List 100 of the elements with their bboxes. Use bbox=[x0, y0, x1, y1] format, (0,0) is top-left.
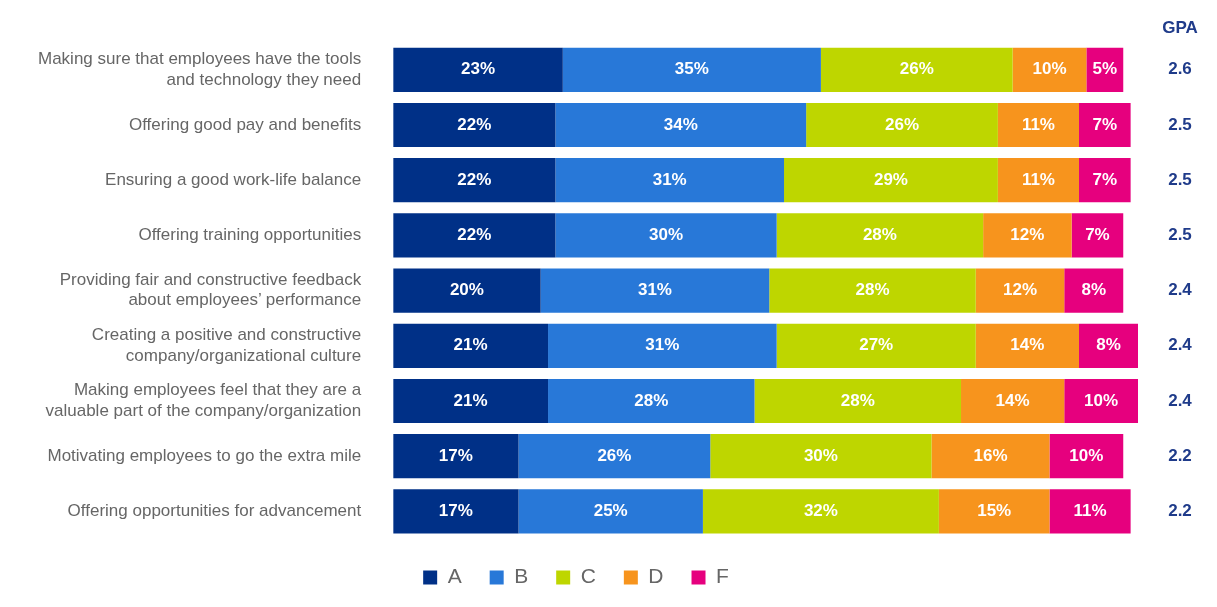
data-label: 15% bbox=[977, 501, 1012, 521]
bar bbox=[776, 323, 976, 368]
bar bbox=[393, 213, 556, 258]
y-tick-label: Ensuring a good work-life balance bbox=[105, 169, 362, 189]
text: 2.5 bbox=[1168, 225, 1192, 245]
data-label: 8% bbox=[1096, 335, 1121, 355]
data-label: 10% bbox=[1069, 445, 1104, 465]
data-label: 12% bbox=[1002, 280, 1038, 300]
data-label: 11% bbox=[1021, 169, 1055, 189]
data-label: 5% bbox=[1092, 59, 1118, 79]
bar bbox=[393, 434, 519, 479]
bar bbox=[555, 158, 785, 203]
legend-label: F bbox=[716, 564, 729, 588]
text: 2.4 bbox=[1168, 335, 1193, 355]
bar bbox=[784, 158, 998, 203]
data-label: 31% bbox=[637, 280, 672, 300]
data-label: 7% bbox=[1092, 114, 1118, 134]
bar bbox=[769, 268, 976, 313]
bar bbox=[975, 323, 1080, 368]
bar bbox=[1049, 489, 1131, 534]
bar bbox=[1049, 434, 1124, 479]
legend-label: D bbox=[648, 564, 664, 588]
data-label: 20% bbox=[449, 280, 484, 300]
bar bbox=[393, 323, 549, 368]
y-tick-label: Making employees feel that they are a valuable part of the company/organization bbox=[45, 380, 362, 420]
legend-label: C bbox=[580, 564, 596, 588]
data-label: 16% bbox=[973, 445, 1008, 465]
text: 2.2 bbox=[1168, 445, 1192, 465]
data-label: 22% bbox=[457, 114, 492, 134]
text: 2.4 bbox=[1168, 280, 1193, 300]
y-tick-label: Creating a positive and constructive company/organizational culture bbox=[91, 325, 362, 365]
y-tick-label: Offering training opportunities bbox=[138, 225, 362, 245]
bar bbox=[961, 378, 1065, 424]
data-label: 28% bbox=[862, 225, 897, 245]
data-label: 17% bbox=[438, 445, 473, 465]
bar bbox=[975, 268, 1065, 313]
bar bbox=[710, 434, 932, 479]
legend-label: A bbox=[447, 564, 462, 588]
bar bbox=[1064, 268, 1124, 313]
data-label: 21% bbox=[453, 390, 488, 410]
bar bbox=[1079, 158, 1131, 203]
data-label: 12% bbox=[1010, 225, 1045, 245]
bar bbox=[820, 47, 1013, 92]
data-label: 14% bbox=[995, 390, 1030, 410]
text: GPA bbox=[1162, 17, 1198, 37]
text: 2.6 bbox=[1168, 59, 1192, 79]
data-label: 30% bbox=[649, 225, 684, 245]
bar bbox=[997, 102, 1080, 148]
data-label: 22% bbox=[457, 225, 492, 245]
data-label: 26% bbox=[885, 114, 920, 134]
y-tick-label: Offering opportunities for advancement bbox=[67, 501, 362, 521]
bar bbox=[393, 158, 556, 203]
data-label: 7% bbox=[1085, 225, 1110, 245]
legend-label: B bbox=[514, 564, 529, 588]
data-label: 22% bbox=[457, 169, 492, 189]
data-label: 8% bbox=[1081, 280, 1107, 300]
data-label: 26% bbox=[597, 445, 632, 465]
data-label: 28% bbox=[855, 280, 890, 300]
data-label: 27% bbox=[859, 335, 894, 355]
data-label: 10% bbox=[1084, 390, 1119, 410]
data-label: 23% bbox=[460, 59, 495, 79]
text: 2.5 bbox=[1168, 114, 1192, 134]
data-label: 7% bbox=[1092, 169, 1118, 189]
bar bbox=[555, 102, 807, 148]
bar bbox=[393, 489, 519, 534]
data-label: 29% bbox=[873, 169, 908, 189]
bar bbox=[754, 378, 962, 424]
data-label: 28% bbox=[840, 390, 875, 410]
data-label: 30% bbox=[803, 445, 838, 465]
bar bbox=[806, 102, 998, 148]
bar bbox=[548, 323, 777, 368]
data-label: 11% bbox=[1073, 501, 1107, 521]
bar bbox=[938, 489, 1050, 534]
data-label: 17% bbox=[438, 501, 473, 521]
bar bbox=[1079, 102, 1131, 148]
bar bbox=[1071, 213, 1124, 258]
data-label: 35% bbox=[674, 59, 709, 79]
data-label: 10% bbox=[1032, 59, 1067, 79]
bar bbox=[393, 268, 541, 313]
text: 2.2 bbox=[1168, 501, 1192, 521]
bar bbox=[540, 268, 770, 313]
text: 2.4 bbox=[1168, 390, 1193, 410]
data-label: 31% bbox=[645, 335, 680, 355]
bar bbox=[931, 434, 1050, 479]
bar bbox=[776, 213, 984, 258]
y-tick-label: Providing fair and constructive feedback about employees’ performance bbox=[59, 270, 362, 310]
bar bbox=[702, 489, 939, 534]
data-label: 32% bbox=[803, 501, 838, 521]
data-label: 14% bbox=[1010, 335, 1045, 355]
bar bbox=[562, 47, 821, 92]
y-tick-label: Making sure that employees have the tools and technology they need bbox=[38, 49, 362, 89]
data-label: 11% bbox=[1021, 114, 1055, 134]
bar bbox=[997, 158, 1080, 203]
bar bbox=[393, 378, 549, 424]
bar bbox=[548, 378, 755, 424]
bar bbox=[1064, 378, 1138, 424]
data-label: 31% bbox=[652, 169, 687, 189]
bar bbox=[393, 102, 556, 148]
data-label: 21% bbox=[453, 335, 488, 355]
y-tick-label: Offering good pay and benefits bbox=[128, 114, 362, 134]
